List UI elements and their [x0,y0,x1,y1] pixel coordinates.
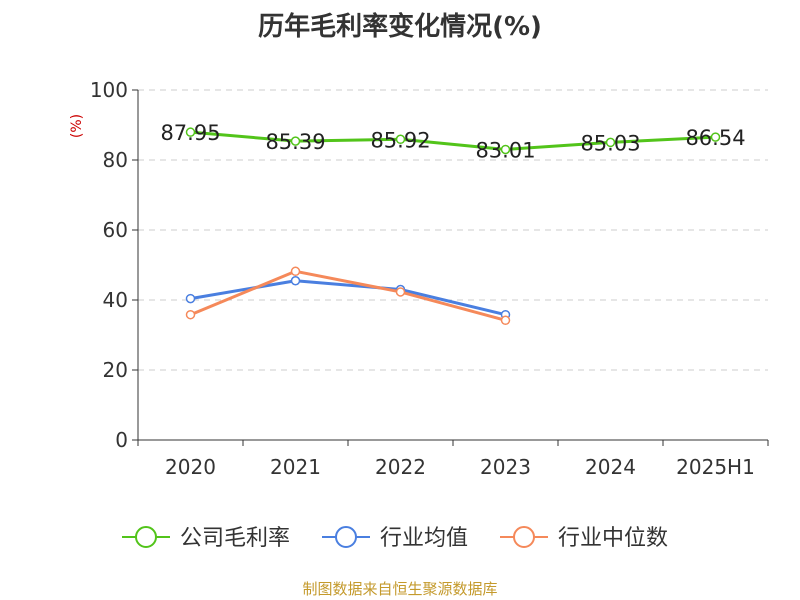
data-point [395,134,406,145]
axes: 0 20 40 60 80 100 2020 2021 2022 2023 2024 2025H1 [90,78,769,479]
x-tick-label: 2022 [375,455,426,479]
x-tick-label: 2024 [585,455,636,479]
data-point [185,293,196,304]
data-point [290,136,301,146]
legend-label: 行业中位数 [558,526,668,551]
legend-item[interactable]: 公司毛利率 [122,526,290,551]
y-tick-label: 60 [103,218,128,242]
data-point [500,144,511,155]
series-line [189,269,506,322]
data-label: 85.39 [265,130,325,154]
data-point [185,127,196,137]
data-label: 86.54 [685,126,745,150]
series-line [190,279,506,317]
legend-item[interactable]: 行业中位数 [500,526,668,551]
y-tick-label: 100 [90,78,128,102]
y-tick-label: 80 [103,148,128,172]
y-axis-label: (%) [69,114,85,138]
legend-item[interactable]: 行业均值 [322,526,468,551]
x-tick-label: 2023 [480,455,531,479]
series-group: 87.95 85.39 85.92 83.01 85.03 86.54 [160,121,746,326]
x-tick-label: 2025H1 [676,455,755,479]
data-point [185,309,196,320]
legend-label: 公司毛利率 [180,526,290,551]
x-tick-label: 2021 [270,455,321,479]
legend-label: 行业均值 [380,526,468,551]
source-note: 制图数据来自恒生聚源数据库 [302,580,498,598]
data-label: 85.03 [580,131,640,155]
legend-marker-icon [513,526,535,548]
legend-marker-icon [335,526,357,548]
data-point [395,287,406,297]
data-point [710,132,721,142]
data-label: 87.95 [160,121,220,145]
y-tick-label: 20 [103,358,128,382]
grid-lines [138,89,768,371]
data-point [605,137,616,148]
data-point [290,276,301,286]
series-line [190,130,716,151]
legend[interactable]: 公司毛利率 行业均值 行业中位数 [122,526,668,551]
data-label: 85.92 [370,128,430,152]
x-tick-label: 2020 [165,455,216,479]
data-label: 83.01 [475,138,535,162]
legend-marker-icon [135,526,157,548]
data-point [290,266,301,277]
data-point [500,315,511,326]
y-tick-label: 0 [115,428,128,452]
y-tick-label: 40 [103,288,128,312]
chart-title: 历年毛利率变化情况(%) [258,12,542,42]
